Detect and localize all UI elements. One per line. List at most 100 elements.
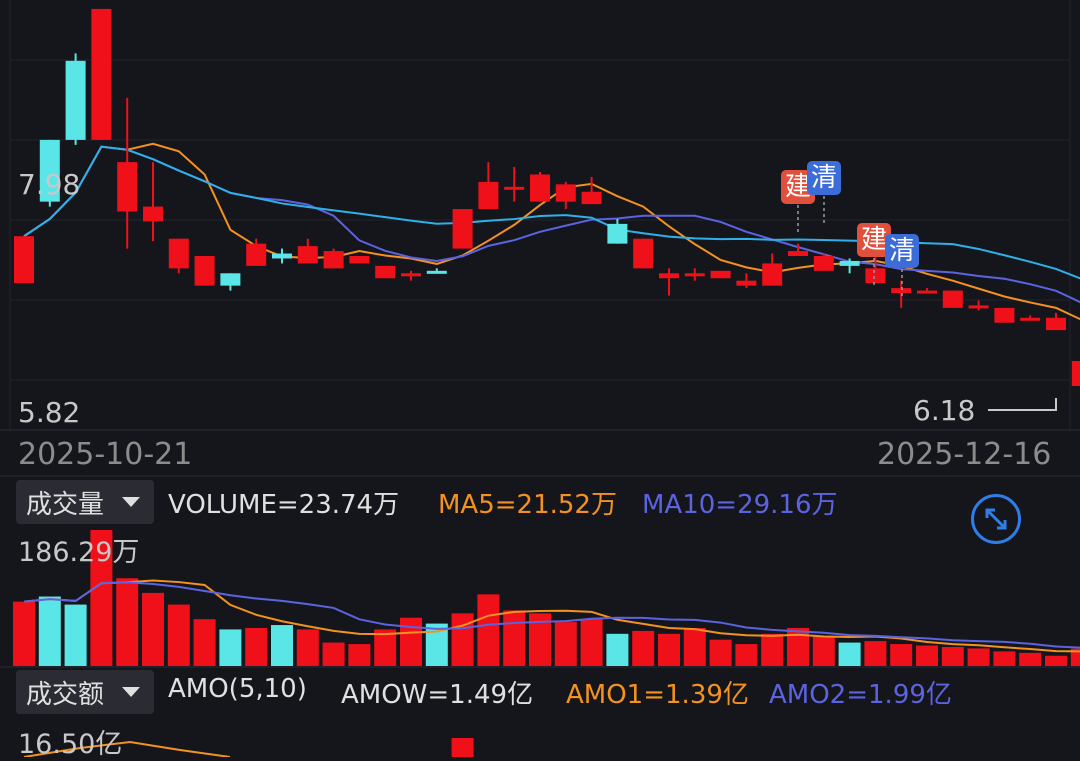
volume-bar: [64, 604, 87, 666]
amount-panel-header: 成交额 AMO(5,10) AMOW=1.49亿 AMO1=1.39亿 AMO2…: [0, 668, 1080, 716]
volume-bar: [142, 592, 164, 666]
volume-bar: [477, 594, 500, 666]
candle-body: [710, 270, 731, 279]
candle-body: [1046, 317, 1066, 331]
candle-body: [736, 280, 757, 286]
last-price-label: 6.18: [913, 394, 976, 427]
candle-body: [659, 273, 679, 279]
volume-bar: [709, 639, 732, 666]
volume-bar: [941, 646, 964, 666]
volume-bar: [735, 644, 758, 666]
candle-body: [865, 268, 886, 284]
candle-body: [530, 174, 550, 202]
candle-body: [684, 273, 705, 277]
date-end: 2025-12-16: [877, 437, 1052, 472]
volume-bar: [271, 625, 293, 666]
amount-amow: AMOW=1.49亿: [341, 680, 534, 710]
volume-bar: [761, 633, 784, 666]
candle-body: [220, 273, 241, 286]
volume-bar: [322, 642, 345, 666]
volume-bar: [580, 619, 603, 666]
volume-bar: [812, 636, 835, 666]
candle-body: [504, 186, 525, 190]
amount-amo2: AMO2=1.99亿: [769, 680, 952, 710]
volume-bar: [116, 578, 139, 666]
candle-body: [788, 251, 808, 256]
candle-body: [14, 236, 34, 284]
volume-bar: [993, 651, 1016, 666]
volume-bar: [245, 627, 268, 666]
volume-bar: [374, 629, 397, 666]
chevron-down-icon: [122, 687, 140, 697]
last-price-leader: [988, 398, 1057, 411]
volume-bar: [890, 644, 913, 666]
amount-bar: [451, 738, 474, 757]
volume-bar: [916, 645, 938, 666]
candle-body: [39, 139, 60, 202]
ma10-line: [23, 145, 1080, 304]
volume-bar: [632, 630, 655, 666]
volume-bar: [400, 617, 422, 666]
candle-body: [65, 60, 86, 140]
volume-ma10: MA10=29.16万: [642, 490, 838, 520]
volume-bar: [425, 623, 448, 666]
candle-body: [246, 243, 267, 266]
build-marker[interactable]: 建: [857, 223, 891, 257]
volume-bar: [13, 601, 35, 666]
volume-bar: [1070, 648, 1080, 666]
volume-dropdown-label: 成交量: [26, 489, 105, 520]
volume-ma10-line: [23, 581, 1080, 649]
volume-panel-header: 成交量 VOLUME=23.74万 MA5=21.52万 MA10=29.16万: [0, 478, 1080, 526]
volume-bar: [787, 627, 809, 666]
volume-bar: [658, 633, 680, 666]
volume-max-label: 186.29万: [18, 537, 140, 568]
candle-body: [375, 265, 396, 279]
price-tick-low: 5.82: [18, 396, 81, 429]
amount-max-label: 16.50亿: [18, 729, 123, 760]
candle-body: [633, 238, 654, 269]
candle-body: [117, 162, 138, 212]
volume-bar: [838, 642, 861, 666]
volume-bar: [1045, 655, 1067, 666]
candle-body: [968, 305, 989, 309]
candle-body: [297, 246, 318, 264]
volume-bar: [451, 613, 474, 666]
candle-body: [839, 260, 860, 266]
amount-amo1: AMO1=1.39亿: [566, 680, 749, 710]
amount-ma-line: [23, 740, 231, 757]
price-tick-high: 7.98: [18, 168, 81, 201]
candle-body: [581, 191, 602, 205]
volume-value: VOLUME=23.74万: [168, 490, 400, 520]
volume-ma5: MA5=21.52万: [438, 490, 617, 520]
amount-dropdown-label: 成交额: [26, 679, 105, 710]
candle-body: [91, 8, 112, 140]
volume-bar: [193, 619, 216, 666]
volume-bar: [38, 596, 61, 666]
candle-body: [194, 256, 215, 286]
clear-marker[interactable]: 清: [807, 161, 841, 195]
candle-body: [478, 181, 499, 210]
volume-bar: [554, 622, 577, 666]
clear-marker[interactable]: 清: [885, 234, 919, 268]
candle-body: [323, 251, 344, 269]
volume-bar: [864, 641, 887, 666]
amount-indicator-dropdown[interactable]: 成交额: [16, 670, 154, 714]
volume-indicator-dropdown[interactable]: 成交量: [16, 480, 154, 524]
candle-body: [555, 184, 576, 202]
candle-body: [272, 253, 292, 259]
volume-bar: [167, 604, 190, 666]
amount-indicator-name: AMO(5,10): [168, 674, 307, 704]
volume-bar: [1019, 652, 1042, 666]
volume-bar: [90, 530, 113, 666]
candle-body: [143, 206, 163, 222]
expand-icon[interactable]: [971, 494, 1021, 544]
candle-body: [813, 256, 834, 271]
volume-bar: [219, 629, 242, 666]
candle-body: [917, 290, 937, 294]
candle-body: [607, 223, 628, 244]
candle-body: [349, 256, 370, 264]
candle-body: [426, 270, 447, 274]
candle-body: [762, 263, 783, 286]
volume-bar: [296, 629, 319, 666]
